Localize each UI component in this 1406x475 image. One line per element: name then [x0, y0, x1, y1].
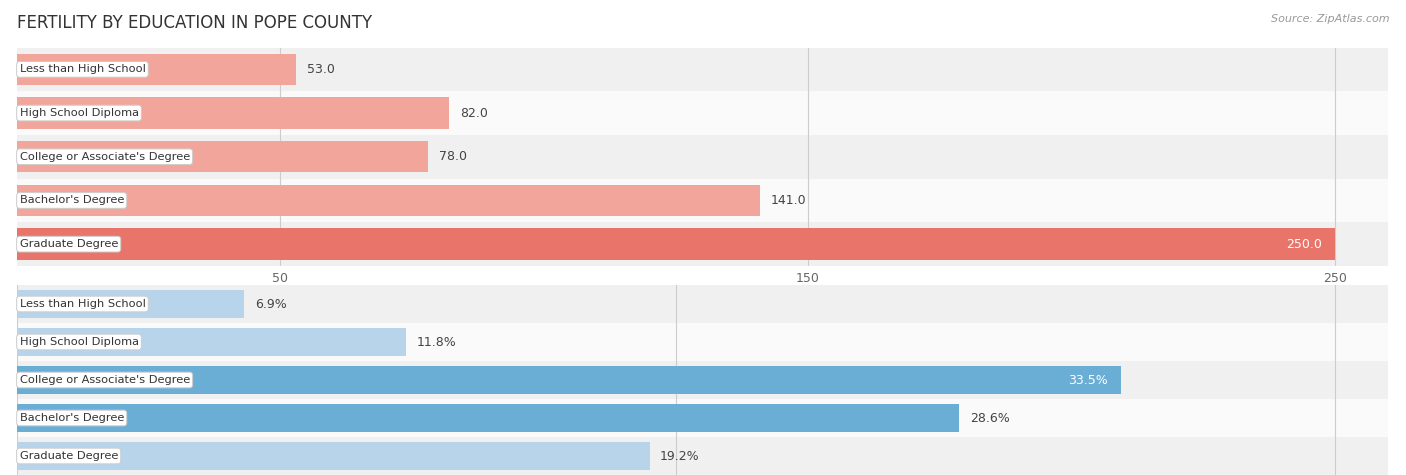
Bar [17, 222, 1406, 266]
Text: 82.0: 82.0 [460, 106, 488, 120]
Bar [17, 404, 959, 432]
Text: 11.8%: 11.8% [416, 335, 456, 349]
Bar [17, 399, 1406, 437]
Bar [17, 361, 1406, 399]
Bar [17, 228, 1336, 260]
Bar [17, 179, 1406, 222]
Text: Less than High School: Less than High School [20, 64, 145, 75]
Bar [17, 54, 297, 85]
Text: High School Diploma: High School Diploma [20, 108, 139, 118]
Bar [17, 328, 406, 356]
Text: Source: ZipAtlas.com: Source: ZipAtlas.com [1271, 14, 1389, 24]
Text: 78.0: 78.0 [439, 150, 467, 163]
Text: 250.0: 250.0 [1286, 238, 1322, 251]
Bar [17, 437, 1406, 475]
Text: Bachelor's Degree: Bachelor's Degree [20, 195, 124, 206]
Bar [17, 141, 429, 172]
Text: 53.0: 53.0 [307, 63, 335, 76]
Text: College or Associate's Degree: College or Associate's Degree [20, 375, 190, 385]
Text: 6.9%: 6.9% [254, 297, 287, 311]
Text: 19.2%: 19.2% [659, 449, 700, 463]
Bar [17, 48, 1406, 91]
Text: College or Associate's Degree: College or Associate's Degree [20, 152, 190, 162]
Text: 28.6%: 28.6% [970, 411, 1010, 425]
Bar [17, 97, 450, 129]
Text: 33.5%: 33.5% [1069, 373, 1108, 387]
Text: Bachelor's Degree: Bachelor's Degree [20, 413, 124, 423]
Bar [17, 442, 650, 470]
Bar [17, 323, 1406, 361]
Bar [17, 91, 1406, 135]
Bar [17, 185, 761, 216]
Text: 141.0: 141.0 [770, 194, 807, 207]
Text: FERTILITY BY EDUCATION IN POPE COUNTY: FERTILITY BY EDUCATION IN POPE COUNTY [17, 14, 373, 32]
Text: High School Diploma: High School Diploma [20, 337, 139, 347]
Bar [17, 366, 1121, 394]
Text: Graduate Degree: Graduate Degree [20, 239, 118, 249]
Text: Graduate Degree: Graduate Degree [20, 451, 118, 461]
Bar [17, 135, 1406, 179]
Text: Less than High School: Less than High School [20, 299, 145, 309]
Bar [17, 285, 1406, 323]
Bar [17, 290, 245, 318]
